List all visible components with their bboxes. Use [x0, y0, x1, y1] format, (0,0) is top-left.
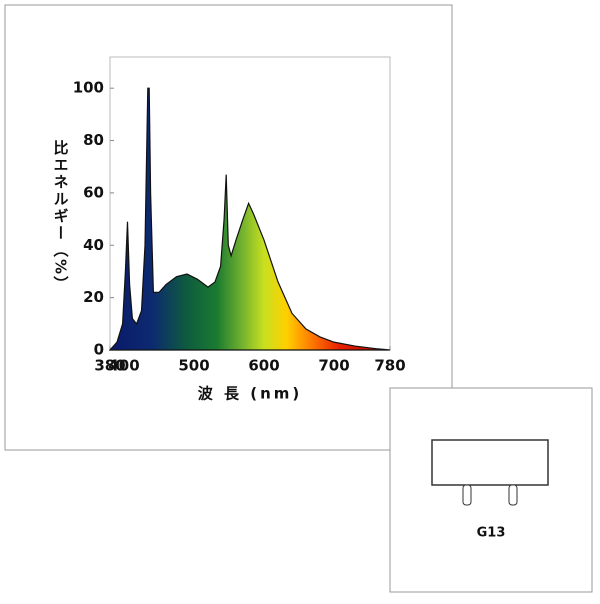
- y-axis-label: 比エネルギー（%）: [52, 139, 70, 293]
- y-tick-label: 60: [83, 183, 104, 201]
- lamp-pin: [462, 484, 472, 506]
- x-tick-label: 600: [248, 357, 279, 375]
- x-tick-label: 500: [178, 357, 209, 375]
- x-tick-label: 700: [318, 357, 349, 375]
- chart-frame: [4, 4, 453, 451]
- y-tick-label: 100: [73, 79, 104, 97]
- x-axis-label: 波 長 (nm): [198, 385, 302, 403]
- y-tick-label: 0: [94, 341, 104, 359]
- lamp-pin: [508, 484, 518, 506]
- lamp-base-label: G13: [477, 526, 506, 541]
- x-tick-label: 400: [108, 357, 139, 375]
- y-tick-label: 80: [83, 131, 104, 149]
- x-tick-label: 780: [374, 357, 405, 375]
- lamp-frame: [389, 387, 593, 593]
- y-tick-label: 40: [83, 236, 104, 254]
- lamp-base: [431, 439, 549, 486]
- x-tick-label: 380: [94, 357, 125, 375]
- spectrum-area: [108, 87, 391, 351]
- y-tick-label: 20: [83, 288, 104, 306]
